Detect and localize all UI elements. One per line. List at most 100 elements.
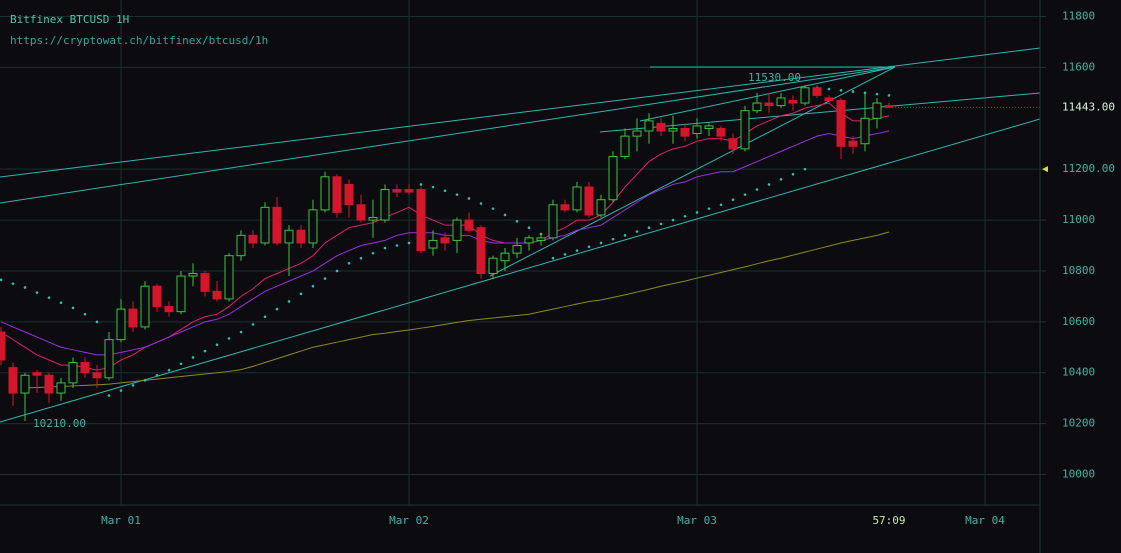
sar-dot <box>323 277 327 280</box>
trend-line <box>0 118 1041 423</box>
sar-dot <box>35 291 39 294</box>
sar-dot <box>275 307 279 311</box>
sar-dot <box>383 246 387 250</box>
candle-body <box>104 339 114 379</box>
candle-body <box>56 382 66 394</box>
candle-body <box>80 362 90 374</box>
candle-body <box>236 234 246 257</box>
y-tick-label: 11800 <box>1062 10 1095 23</box>
y-tick-label: 11000 <box>1062 213 1095 226</box>
sar-dot <box>779 178 783 181</box>
candle-body <box>284 229 294 244</box>
sar-dot <box>215 343 219 347</box>
candle-body <box>836 99 846 147</box>
sar-dot <box>599 241 603 245</box>
y-tick-label: 11600 <box>1062 60 1095 73</box>
candle-body <box>560 204 570 211</box>
sar-dot <box>47 296 51 299</box>
sar-dot <box>551 256 555 260</box>
candle-body <box>500 252 510 262</box>
candle-body <box>116 308 126 341</box>
candle-body <box>176 275 186 313</box>
chart-subtitle: https://cryptowat.ch/bitfinex/btcusd/1h <box>10 34 268 47</box>
candle-body <box>740 110 750 150</box>
sar-dot <box>575 249 579 252</box>
candle-body <box>608 155 618 201</box>
candle-body <box>656 122 666 132</box>
x-tick-label: Mar 04 <box>965 514 1005 527</box>
sar-dot <box>647 226 651 229</box>
candle-body <box>536 237 546 241</box>
sar-dot <box>683 214 687 218</box>
sar-dot <box>587 245 591 249</box>
candle-body <box>140 285 150 328</box>
sar-dot <box>191 356 195 359</box>
candle-body <box>68 362 78 384</box>
candle-body <box>152 285 162 308</box>
candle-body <box>452 219 462 241</box>
sar-dot <box>311 284 315 288</box>
candle-body <box>0 331 6 361</box>
candle-body <box>632 130 642 137</box>
sar-dot <box>143 379 147 382</box>
trend-line <box>639 66 896 122</box>
x-tick-label: Mar 03 <box>677 514 717 527</box>
sar-dot <box>71 306 75 310</box>
candle-body <box>812 87 822 96</box>
candle-body <box>704 125 714 129</box>
candle-body <box>428 239 438 249</box>
sar-dot <box>395 244 399 247</box>
candle-body <box>128 308 138 328</box>
trend-line <box>0 47 1041 178</box>
sar-dot <box>479 202 483 205</box>
candle-body <box>464 219 474 231</box>
sar-dot <box>83 312 87 316</box>
candle-body <box>476 227 486 274</box>
sar-dot <box>527 226 531 229</box>
sar-dot <box>455 193 459 196</box>
sar-dot <box>23 286 27 289</box>
bar-timer[interactable]: 57:09 <box>872 514 905 527</box>
sar-dot <box>611 237 615 241</box>
sar-dot <box>443 189 447 193</box>
candle-body <box>200 272 210 292</box>
sar-dot <box>491 207 495 210</box>
y-tick-label: 10800 <box>1062 264 1095 277</box>
sar-dot <box>119 389 123 392</box>
candle-body <box>848 140 858 147</box>
sar-dot <box>227 337 231 340</box>
candle-body <box>872 102 882 119</box>
sar-dot <box>335 269 339 273</box>
x-tick-label: Mar 01 <box>101 514 141 527</box>
sar-dot <box>107 394 111 397</box>
candle-body <box>44 374 54 394</box>
y-tick-label: 10200 <box>1062 417 1095 430</box>
candle-body <box>212 290 222 300</box>
sar-dot <box>203 349 207 353</box>
trend-line <box>489 66 896 277</box>
candle-body <box>524 237 534 244</box>
sar-dot <box>0 278 3 282</box>
sar-dot <box>359 256 363 260</box>
indicator-line <box>24 231 890 389</box>
sar-dot <box>11 282 15 285</box>
candle-body <box>404 189 414 193</box>
sar-dot <box>851 90 855 93</box>
y-tick-label: 10000 <box>1062 467 1095 480</box>
last-price-box <box>1056 99 1118 116</box>
sar-dot <box>503 213 507 217</box>
candle-body <box>548 204 558 239</box>
sar-dot <box>803 167 807 171</box>
candle-body <box>800 87 810 104</box>
candle-body <box>20 374 30 394</box>
sar-dot <box>887 94 891 97</box>
candle-body <box>344 183 354 206</box>
sar-dot <box>239 330 243 334</box>
candle-body <box>332 176 342 213</box>
sar-dot <box>791 172 795 176</box>
candle-body <box>8 367 18 394</box>
sar-dot <box>347 262 351 265</box>
sar-dot <box>515 220 519 223</box>
candle-body <box>356 204 366 221</box>
